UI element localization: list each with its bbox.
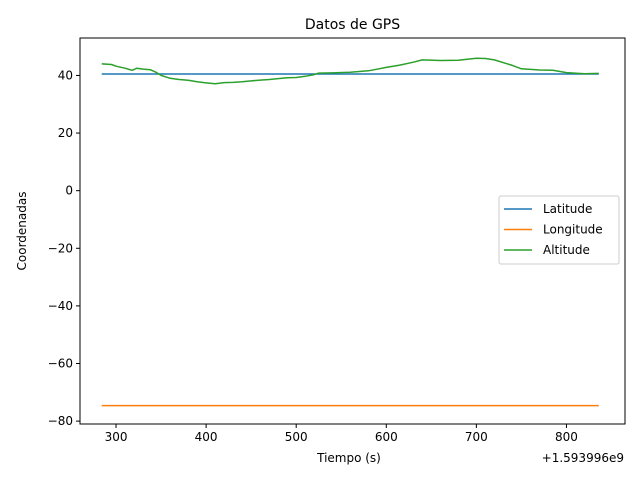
x-tick-label: 800 [555, 430, 578, 444]
y-tick-label: −80 [48, 414, 73, 428]
series-line-altitude [101, 57, 599, 85]
series-layer [101, 57, 599, 407]
x-tick-label: 300 [105, 430, 128, 444]
legend-label-latitude: Latitude [543, 202, 592, 216]
y-tick-label: 20 [58, 126, 73, 140]
legend-label-altitude: Altitude [543, 243, 590, 257]
y-tick-label: 40 [58, 68, 73, 82]
chart-title: Datos de GPS [305, 17, 400, 33]
legend-label-longitude: Longitude [543, 223, 603, 237]
y-axis: −80 −60 −40 −20 0 20 40 [48, 68, 80, 428]
y-tick-label: −60 [48, 357, 73, 371]
y-axis-title: Coordenadas [15, 192, 29, 271]
legend-box [498, 195, 620, 265]
x-tick-label: 400 [195, 430, 218, 444]
x-offset-label: +1.593996e9 [542, 451, 624, 465]
x-tick-label: 700 [465, 430, 488, 444]
x-axis-title: Tiempo (s) [316, 451, 381, 465]
x-tick-label: 500 [285, 430, 308, 444]
plot-frame [79, 37, 626, 425]
x-axis: 300 400 500 600 700 800 [105, 424, 578, 444]
y-tick-label: −20 [48, 241, 73, 255]
y-tick-label: 0 [65, 184, 73, 198]
legend: Latitude Longitude Altitude [498, 195, 620, 265]
x-tick-label: 600 [375, 430, 398, 444]
y-tick-label: −40 [48, 299, 73, 313]
